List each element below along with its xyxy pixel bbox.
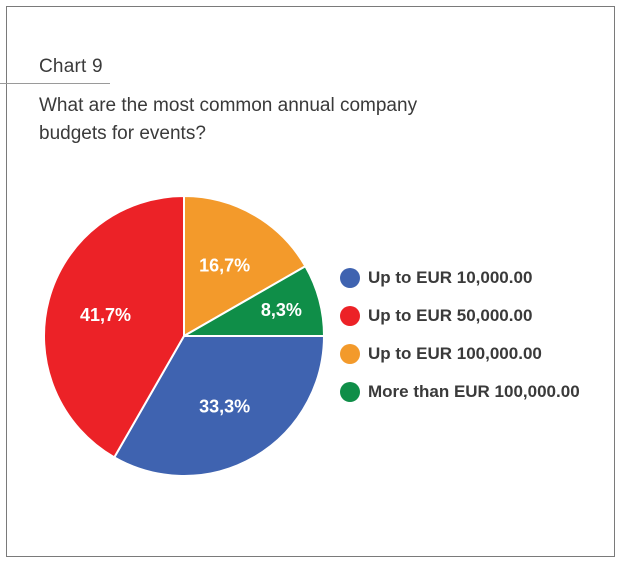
slice-data-label: 16,7% (199, 256, 250, 276)
slice-data-label: 41,7% (80, 305, 131, 325)
pie-slice (183, 194, 307, 338)
legend-item: Up to EUR 10,000.00 (340, 259, 580, 297)
legend-item: Up to EUR 50,000.00 (340, 297, 580, 335)
legend-item: Up to EUR 100,000.00 (340, 335, 580, 373)
header-divider (0, 83, 110, 84)
pie-slice (43, 194, 185, 459)
legend-swatch (340, 382, 360, 402)
legend-label: Up to EUR 100,000.00 (368, 344, 542, 363)
legend-swatch (340, 268, 360, 288)
legend-label: Up to EUR 10,000.00 (368, 268, 533, 287)
legend-item: More than EUR 100,000.00 (340, 373, 580, 411)
pie-slice (112, 335, 326, 477)
slice-data-label: 8,3% (261, 300, 302, 320)
legend-label: Up to EUR 50,000.00 (368, 306, 533, 325)
chart-legend: Up to EUR 10,000.00 Up to EUR 50,000.00 … (340, 259, 580, 411)
legend-swatch (340, 344, 360, 364)
chart-question: What are the most common annual company … (39, 95, 418, 144)
legend-swatch (340, 306, 360, 326)
slice-data-label: 33,3% (199, 396, 250, 416)
chart-label: Chart 9 (39, 56, 103, 77)
legend-label: More than EUR 100,000.00 (368, 382, 580, 401)
